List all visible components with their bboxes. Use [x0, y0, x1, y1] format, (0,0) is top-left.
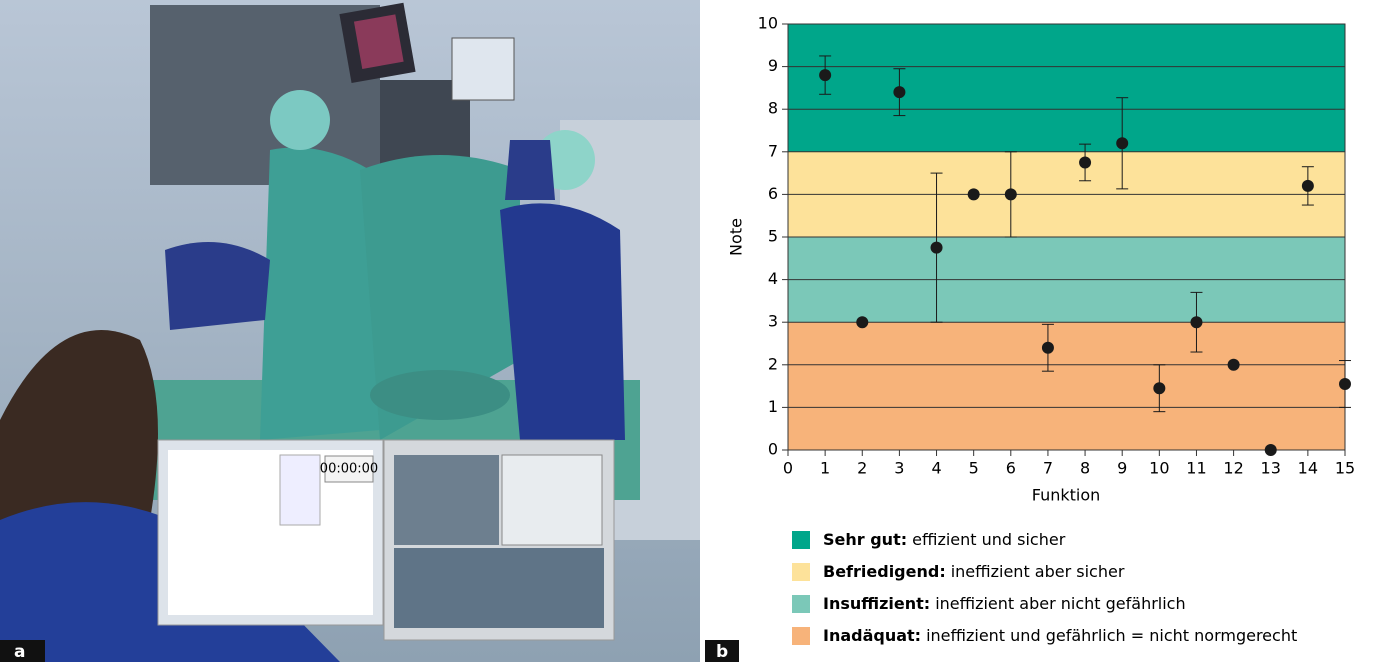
point: [893, 86, 905, 98]
canvas: 00:00:00 a b Funktion Note Sehr gut: effi…: [0, 0, 1373, 662]
x-tick-label: 11: [1186, 459, 1206, 478]
point: [1079, 156, 1091, 168]
x-tick-label: 4: [931, 459, 941, 478]
x-tick-label: 14: [1298, 459, 1318, 478]
x-tick-label: 10: [1149, 459, 1169, 478]
y-tick-label: 1: [768, 397, 778, 416]
legend-label-bold: Befriedigend:: [823, 562, 946, 581]
y-tick-label: 10: [758, 14, 778, 33]
y-tick-label: 3: [768, 312, 778, 331]
x-tick-label: 8: [1080, 459, 1090, 478]
y-tick-label: 6: [768, 184, 778, 203]
panel-label: b: [716, 642, 728, 662]
band: [788, 24, 1345, 152]
x-tick-label: 6: [1006, 459, 1016, 478]
legend-label-text: ineffizient aber nicht gefährlich: [935, 594, 1185, 613]
point: [968, 188, 980, 200]
screen-time: 00:00:00: [320, 462, 378, 477]
legend-label-bold: Sehr gut:: [823, 530, 907, 549]
band: [788, 322, 1345, 450]
point: [1339, 378, 1351, 390]
y-axis-label: Note: [727, 218, 746, 256]
legend-swatch: [792, 595, 810, 613]
point: [819, 69, 831, 81]
legend-label: Inadäquat: ineffizient und gefährlich = n…: [823, 626, 1297, 645]
y-tick-label: 4: [768, 269, 778, 288]
panel-label: a: [14, 642, 25, 662]
chart: b Funktion Note Sehr gut: effizient und s…: [705, 14, 1355, 662]
point: [1302, 180, 1314, 192]
y-tick-label: 5: [768, 227, 778, 246]
x-tick-label: 12: [1223, 459, 1243, 478]
legend-label-text: effizient und sicher: [912, 530, 1066, 549]
x-tick-label: 9: [1117, 459, 1127, 478]
legend-label-bold: Insuffizient:: [823, 594, 930, 613]
legend-swatch: [792, 627, 810, 645]
point: [1116, 137, 1128, 149]
legend-label: Sehr gut: effizient und sicher: [823, 530, 1066, 549]
y-tick-label: 2: [768, 354, 778, 373]
x-tick-label: 3: [894, 459, 904, 478]
legend-swatch: [792, 531, 810, 549]
point: [1153, 382, 1165, 394]
legend-label-bold: Inadäquat:: [823, 626, 921, 645]
point: [1265, 444, 1277, 456]
photo: 00:00:00 a: [0, 0, 700, 662]
x-tick-label: 5: [969, 459, 979, 478]
legend-label-text: ineffizient aber sicher: [951, 562, 1125, 581]
y-tick-label: 7: [768, 141, 778, 160]
legend-label-text: ineffizient und gefährlich = nicht normg…: [926, 626, 1297, 645]
x-tick-label: 7: [1043, 459, 1053, 478]
y-tick-label: 0: [768, 440, 778, 459]
x-axis-label: Funktion: [1032, 486, 1101, 505]
point: [931, 242, 943, 254]
x-tick-label: 0: [783, 459, 793, 478]
y-tick-label: 8: [768, 99, 778, 118]
legend-label: Befriedigend: ineffizient aber sicher: [823, 562, 1125, 581]
point: [1005, 188, 1017, 200]
point: [1228, 359, 1240, 371]
point: [1190, 316, 1202, 328]
x-tick-label: 2: [857, 459, 867, 478]
legend-label: Insuffizient: ineffizient aber nicht gefä…: [823, 594, 1186, 613]
x-tick-label: 13: [1261, 459, 1281, 478]
x-tick-label: 15: [1335, 459, 1355, 478]
point: [1042, 342, 1054, 354]
x-tick-label: 1: [820, 459, 830, 478]
point: [856, 316, 868, 328]
y-tick-label: 9: [768, 56, 778, 75]
figure: 00:00:00 a b Funktion Note Sehr gut: effi…: [0, 0, 1373, 662]
legend-swatch: [792, 563, 810, 581]
